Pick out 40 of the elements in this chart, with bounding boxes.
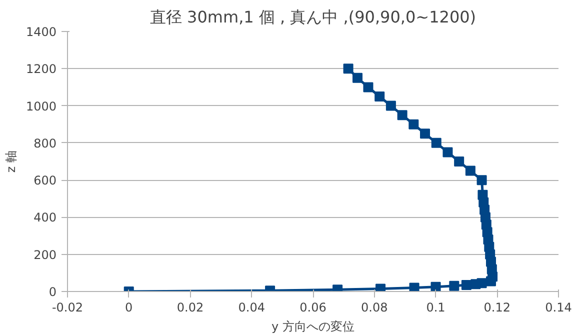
point <box>376 284 386 292</box>
y-tick-label: 1400 <box>26 25 57 39</box>
point <box>465 166 476 176</box>
point <box>408 119 419 130</box>
y-tick-label: 1200 <box>26 62 57 76</box>
point <box>461 280 472 290</box>
chart-title: 直径 30mm,1 個 , 真ん中 ,(90,90,0~1200) <box>150 8 476 26</box>
point <box>430 282 441 292</box>
y-tick-label: 800 <box>34 136 56 150</box>
point <box>478 190 488 200</box>
y-tick-label: 600 <box>34 174 56 188</box>
x-tick-label: 0.1 <box>426 300 446 314</box>
point <box>409 282 420 292</box>
x-tick-label: 0 <box>125 300 133 314</box>
point <box>454 156 464 166</box>
x-tick-label: 0.02 <box>176 300 204 314</box>
x-axis-title: y 方向への変位 <box>272 320 354 334</box>
point <box>386 100 396 111</box>
point <box>352 72 362 83</box>
x-tick-label: 0.12 <box>484 300 510 314</box>
x-tick-label: 0.04 <box>238 300 265 314</box>
y-axis-title: z 軸 <box>4 150 18 173</box>
point <box>476 278 487 288</box>
point <box>363 82 374 92</box>
point <box>374 92 385 102</box>
point <box>476 175 487 186</box>
point <box>397 110 408 120</box>
point <box>442 147 453 158</box>
y-tick-label: 1000 <box>26 99 57 114</box>
y-tick-label: 400 <box>34 210 56 225</box>
x-tick-label: -0.02 <box>52 300 84 314</box>
x-tick-label: 0.08 <box>361 300 388 314</box>
point <box>343 64 354 74</box>
y-tick-label: 0 <box>48 285 57 299</box>
x-tick-label: 0.06 <box>300 300 326 314</box>
x-tick-label: 0.14 <box>545 300 572 314</box>
point <box>431 138 442 148</box>
y-tick-label: 200 <box>34 248 56 262</box>
point <box>449 280 460 291</box>
point <box>420 128 430 139</box>
